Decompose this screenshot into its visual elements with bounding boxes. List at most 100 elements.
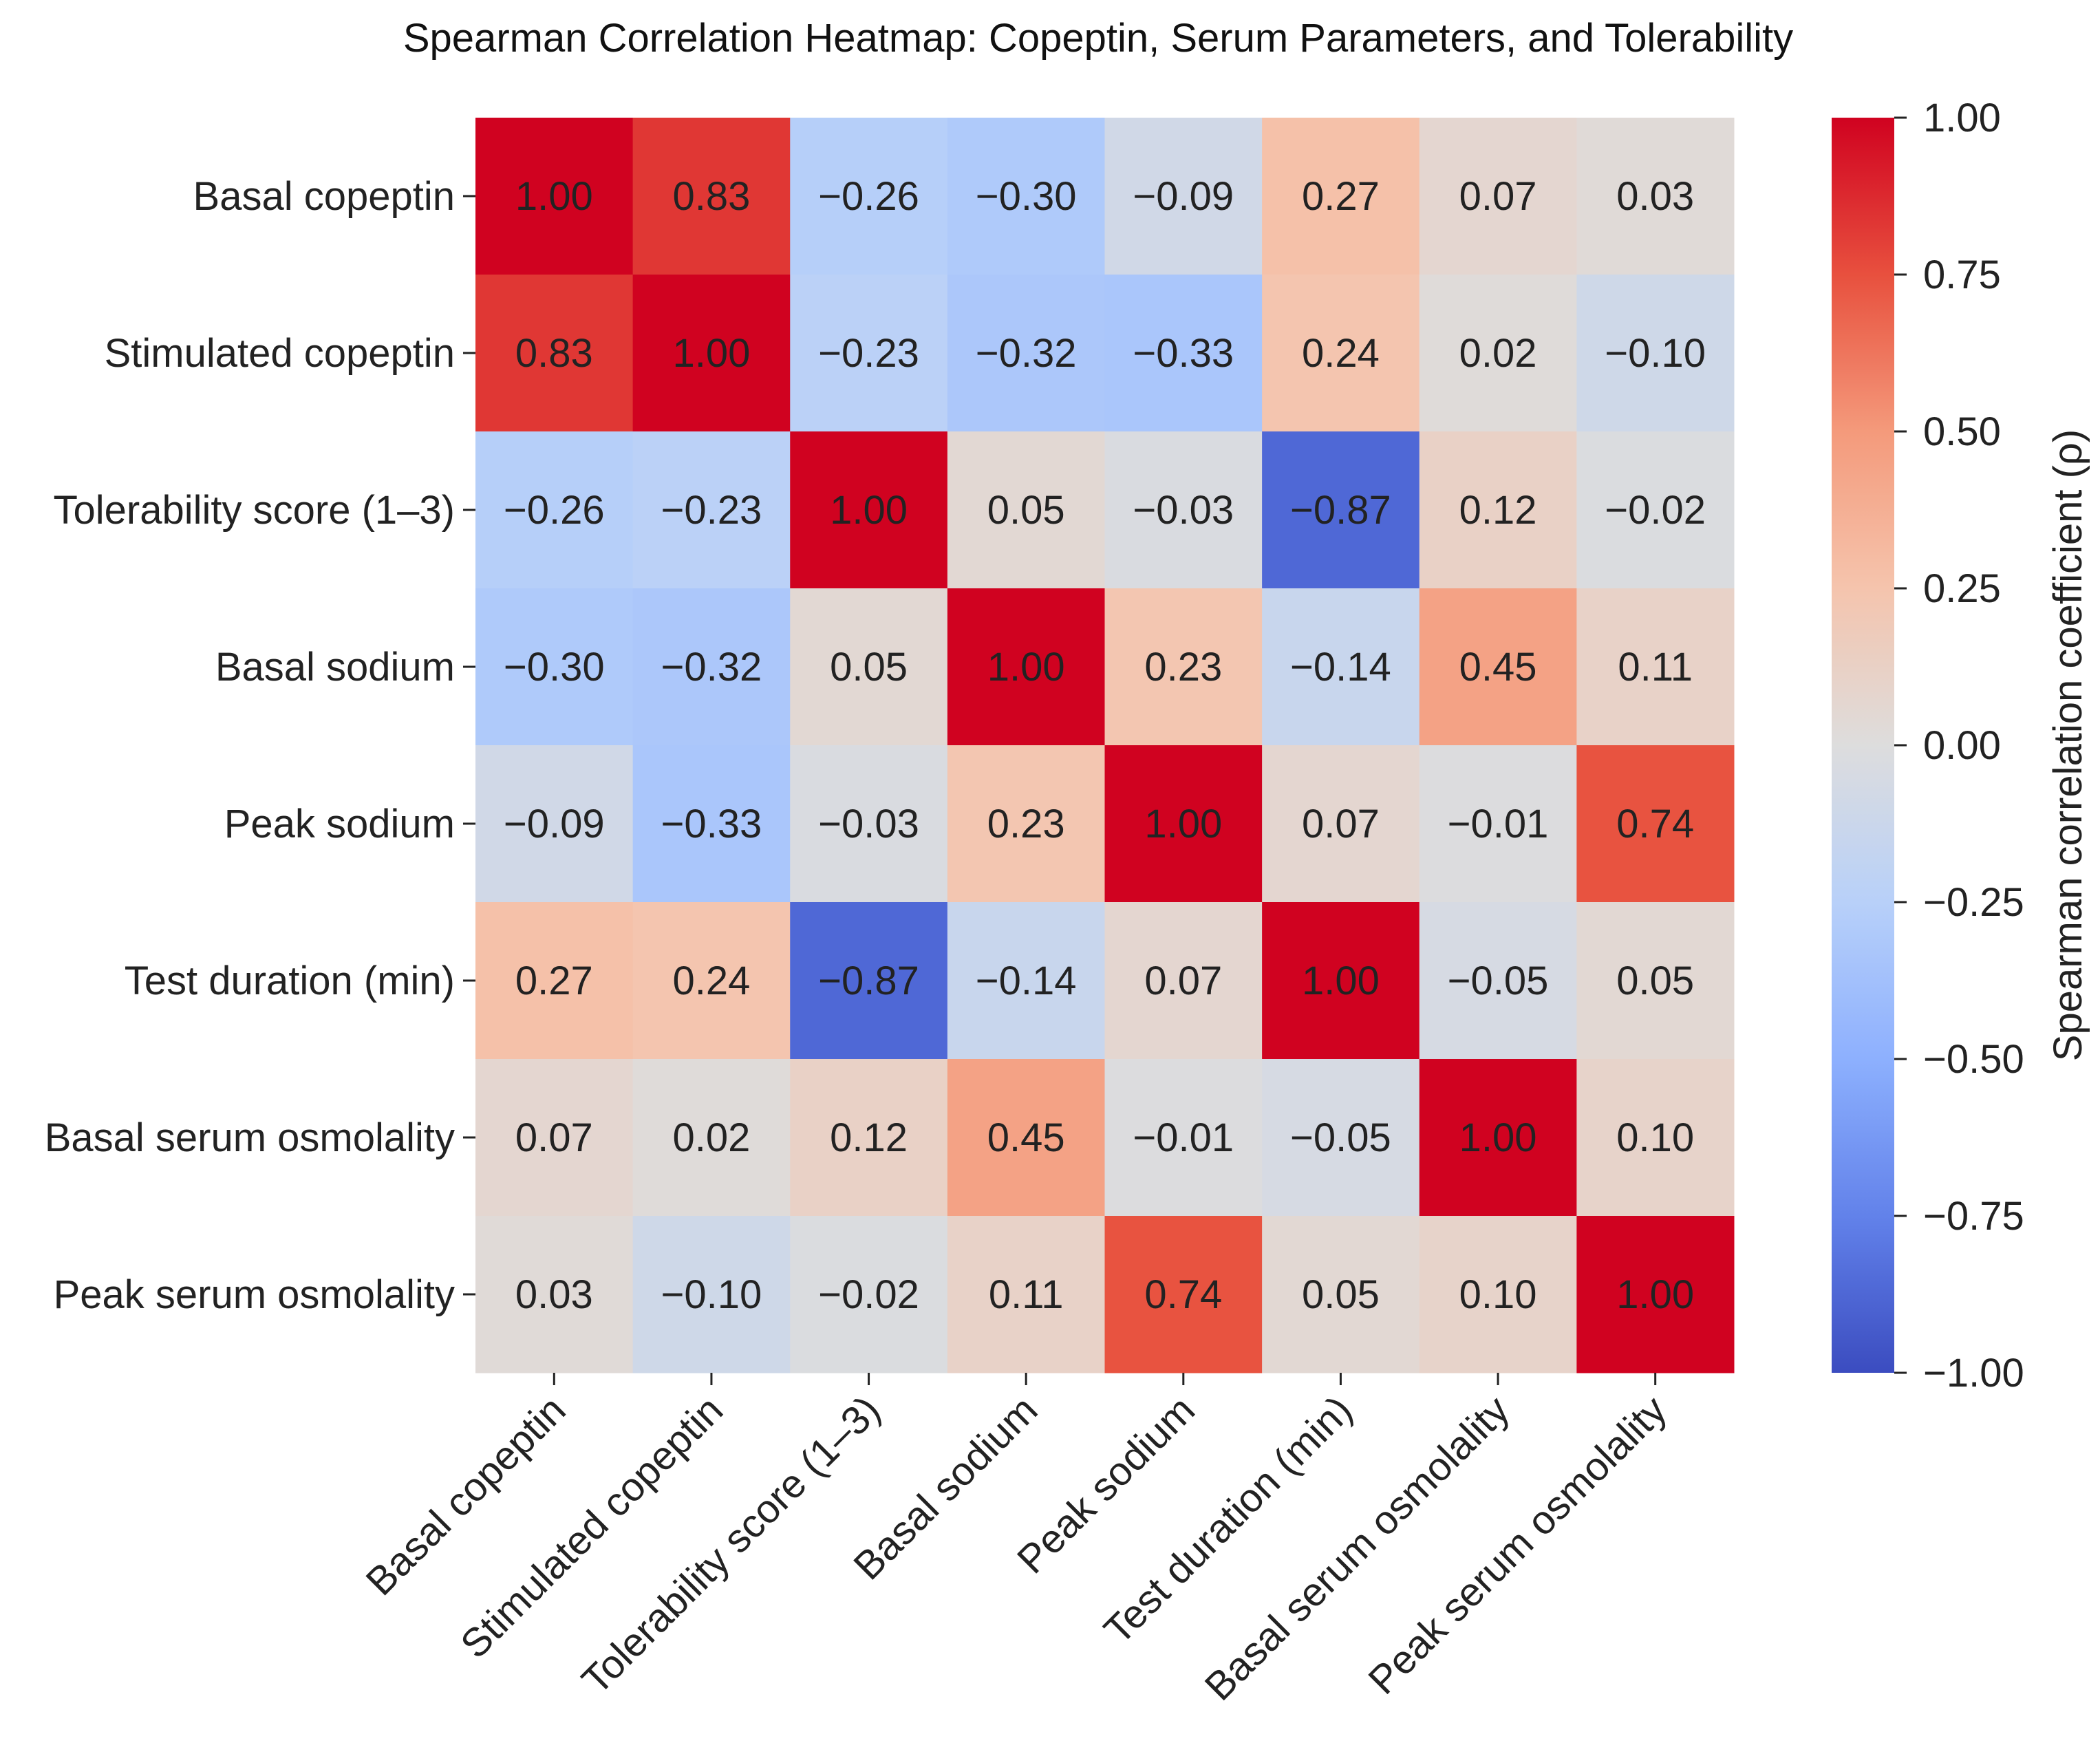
- heatmap-cell: [1419, 902, 1577, 1060]
- heatmap-cell: [1262, 431, 1420, 589]
- heatmap-cell: [1419, 745, 1577, 903]
- heatmap-cell: [475, 902, 634, 1060]
- heatmap-cell: [1104, 431, 1263, 589]
- heatmap-cell: [1576, 118, 1735, 275]
- cell-annotation: −0.23: [818, 331, 919, 376]
- heatmap-cell: [1419, 275, 1577, 432]
- cell-annotation: 0.02: [1459, 331, 1537, 376]
- heatmap-cell: [790, 588, 948, 746]
- heatmap-cell: [475, 588, 634, 746]
- cell-annotation: 0.23: [987, 802, 1065, 846]
- heatmap-cell: [1104, 1059, 1263, 1217]
- heatmap-cell: [1262, 1216, 1420, 1373]
- heatmap-cell: [790, 431, 948, 589]
- heatmap-cell: [947, 118, 1105, 275]
- cell-annotation: −0.03: [1133, 488, 1234, 533]
- cell-annotation: −0.03: [818, 802, 919, 846]
- heatmap-cell: [475, 118, 634, 275]
- heatmap-cell: [1576, 431, 1735, 589]
- x-tick-label: Stimulated copeptin: [452, 1387, 731, 1667]
- cell-annotation: 0.83: [515, 331, 593, 376]
- heatmap-cell: [632, 1216, 791, 1373]
- heatmap-cell: [1262, 902, 1420, 1060]
- heatmap-cell: [632, 431, 791, 589]
- y-tick-label: Basal serum osmolality: [45, 1115, 455, 1160]
- x-tick-label: Peak serum osmolality: [1360, 1387, 1675, 1703]
- heatmap-cell: [1576, 588, 1735, 746]
- heatmap-cell: [475, 745, 634, 903]
- cell-annotation: 0.10: [1459, 1272, 1537, 1317]
- cell-annotation: −0.05: [1290, 1115, 1391, 1160]
- cell-annotation: −0.87: [818, 959, 919, 1003]
- heatmap-cells: 1.00 0.83 −0.26 −0.30 −0.09 0.27 0.07 0.03 0.83 1…: [475, 118, 1735, 1373]
- colorbar: [1832, 118, 1894, 1373]
- cell-annotation: 0.07: [1144, 959, 1222, 1003]
- cell-annotation: 0.12: [1459, 488, 1537, 533]
- cell-annotation: 0.74: [1144, 1272, 1222, 1317]
- cell-annotation: −0.14: [1290, 645, 1391, 689]
- colorbar-tick-label: −1.00: [1923, 1351, 2024, 1395]
- cell-annotation: 0.23: [1144, 645, 1222, 689]
- colorbar-tick-label: −0.75: [1923, 1194, 2024, 1239]
- heatmap-cell: [475, 1216, 634, 1373]
- cell-annotation: 1.00: [1302, 959, 1380, 1003]
- cell-annotation: −0.26: [818, 174, 919, 219]
- cell-annotation: 0.05: [830, 645, 908, 689]
- heatmap-cell: [632, 118, 791, 275]
- colorbar-tick-label: −0.50: [1923, 1037, 2024, 1082]
- cell-annotation: 0.45: [1459, 645, 1537, 689]
- cell-annotation: −0.09: [1133, 174, 1234, 219]
- heatmap-cell: [947, 902, 1105, 1060]
- heatmap-cell: [1104, 118, 1263, 275]
- chart-title: Spearman Correlation Heatmap: Copeptin, …: [403, 16, 1793, 61]
- heatmap-cell: [1104, 275, 1263, 432]
- cell-annotation: 0.05: [987, 488, 1065, 533]
- heatmap-cell: [1104, 902, 1263, 1060]
- colorbar-tick-label: 0.75: [1923, 253, 2001, 297]
- heatmap-cell: [1262, 1059, 1420, 1217]
- heatmap-cell: [790, 1059, 948, 1217]
- y-tick-label: Basal sodium: [215, 645, 455, 689]
- heatmap-cell: [790, 275, 948, 432]
- cell-annotation: −0.09: [504, 802, 605, 846]
- cell-annotation: −0.32: [976, 331, 1077, 376]
- cell-annotation: 1.00: [830, 488, 908, 533]
- cell-annotation: −0.30: [976, 174, 1077, 219]
- cell-annotation: 0.83: [672, 174, 750, 219]
- heatmap-cell: [475, 275, 634, 432]
- heatmap-cell: [632, 588, 791, 746]
- heatmap-cell: [1262, 745, 1420, 903]
- cell-annotation: 1.00: [1459, 1115, 1537, 1160]
- colorbar-tick-label: 0.50: [1923, 409, 2001, 454]
- heatmap-cell: [1419, 1059, 1577, 1217]
- cell-annotation: 1.00: [1144, 802, 1222, 846]
- heatmap-cell: [947, 431, 1105, 589]
- heatmap-cell: [1104, 588, 1263, 746]
- x-tick-label: Basal serum osmolality: [1197, 1387, 1519, 1709]
- cell-annotation: 0.03: [515, 1272, 593, 1317]
- cell-annotation: 0.07: [1302, 802, 1380, 846]
- cell-annotation: −0.10: [1605, 331, 1706, 376]
- heatmap-cell: [1576, 1216, 1735, 1373]
- cell-annotation: 0.45: [987, 1115, 1065, 1160]
- heatmap-cell: [1104, 745, 1263, 903]
- cell-annotation: −0.30: [504, 645, 605, 689]
- cell-annotation: 0.27: [1302, 174, 1380, 219]
- y-tick-label: Stimulated copeptin: [105, 331, 455, 376]
- colorbar-tick-label: −0.25: [1923, 880, 2024, 925]
- heatmap-cell: [1419, 431, 1577, 589]
- colorbar-ticks: 1.00 0.75 0.50 0.25 0.00 −0.25 −0.50 −0.75 −1.00: [1894, 96, 2024, 1395]
- cell-annotation: 0.11: [989, 1272, 1064, 1317]
- heatmap-cell: [475, 431, 634, 589]
- cell-annotation: −0.01: [1133, 1115, 1234, 1160]
- heatmap-cell: [475, 1059, 634, 1217]
- heatmap-cell: [947, 745, 1105, 903]
- cell-annotation: 1.00: [987, 645, 1065, 689]
- cell-annotation: 0.05: [1302, 1272, 1380, 1317]
- cell-annotation: −0.14: [976, 959, 1077, 1003]
- cell-annotation: −0.02: [818, 1272, 919, 1317]
- colorbar-tick-label: 0.25: [1923, 566, 2001, 611]
- cell-annotation: 1.00: [1616, 1272, 1694, 1317]
